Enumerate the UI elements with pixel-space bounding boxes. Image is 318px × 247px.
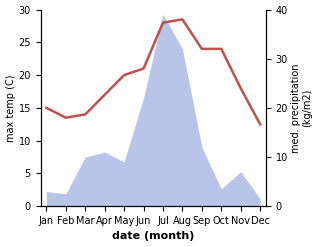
Y-axis label: max temp (C): max temp (C)	[5, 74, 16, 142]
X-axis label: date (month): date (month)	[112, 231, 194, 242]
Y-axis label: med. precipitation
(kg/m2): med. precipitation (kg/m2)	[291, 63, 313, 153]
